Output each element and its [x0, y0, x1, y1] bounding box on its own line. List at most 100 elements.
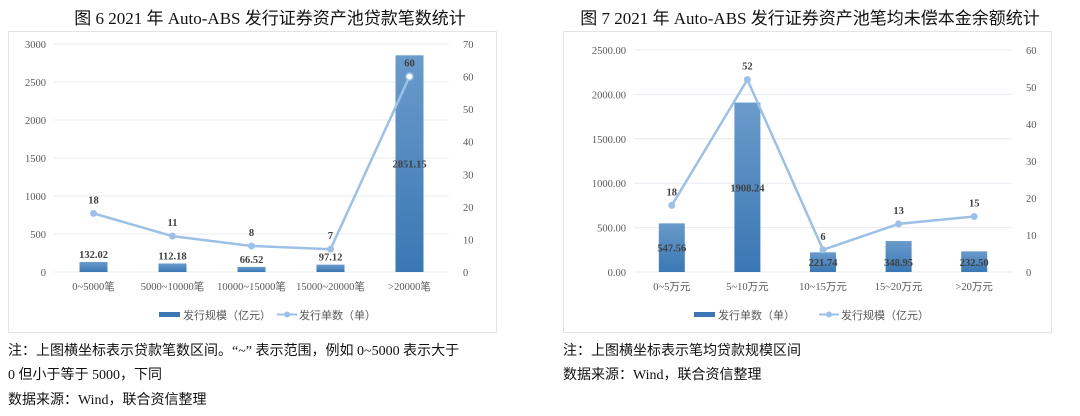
legend-line-label: 发行规模（亿元）: [841, 308, 929, 322]
right-axis-ticks: 0 10 20 30 40 50 60 70: [463, 40, 474, 279]
left-axis-tick-label: 1500.00: [592, 135, 626, 146]
figure-7-panel: 图 7 2021 年 Auto-ABS 发行证券资产池笔均未偿本金余额统计 0.…: [540, 0, 1080, 416]
bar-value-label: 221.74: [809, 258, 839, 269]
figure-6-chart-frame: 0 500 1000 1500 2000 2500 3000 0 10 20 30 40 50 60 70…: [8, 31, 497, 333]
bar: [316, 264, 345, 272]
right-axis-tick-label: 20: [1026, 194, 1037, 205]
category-label: >20万元: [955, 282, 993, 293]
left-axis-ticks: 0.00 500.00 1000.00 1500.00 2000.00 2500.00: [592, 46, 626, 279]
bars: 547.56 1908.24 221.74 348.95 232.50: [657, 102, 989, 273]
left-axis-tick-label: 500: [30, 230, 46, 241]
category-label: 15~20万元: [875, 282, 923, 293]
bar-value-label: 132.02: [79, 250, 108, 261]
right-axis-tick-label: 30: [463, 170, 474, 181]
legend-line-label: 发行单数（单）: [299, 308, 376, 322]
right-axis-tick-label: 60: [1026, 46, 1037, 57]
bar: [810, 252, 836, 272]
line-value-label: 6: [820, 232, 825, 243]
left-axis-tick-label: 500.00: [597, 224, 626, 235]
line-marker: [327, 245, 334, 253]
figure-6-note-1: 注：上图横坐标表示贷款笔数区间。“~” 表示范围，例如 0~5000 表示大于: [8, 344, 460, 359]
line-marker: [970, 213, 978, 220]
legend-line-marker-icon: [826, 311, 832, 318]
figure-7-note-1: 注：上图横坐标表示笔均贷款规模区间: [563, 344, 801, 359]
line-path: [670, 76, 975, 252]
bar-value-label: 97.12: [319, 253, 343, 264]
bar-value-label: 2851.15: [392, 160, 426, 171]
left-axis-tick-label: 2000: [25, 116, 46, 127]
right-axis-tick-label: 40: [463, 138, 474, 149]
bar: [237, 266, 266, 272]
line-marker: [90, 209, 97, 217]
line-value-label: 18: [88, 195, 99, 206]
category-label: 10~15万元: [799, 282, 847, 293]
left-axis-tick-label: 2500.00: [592, 46, 626, 57]
line-marker: [248, 242, 255, 250]
category-labels: 0~5000笔 5000~10000笔 10000~15000笔 15000~2000…: [72, 280, 431, 293]
right-axis-tick-label: 60: [463, 73, 474, 84]
left-axis-tick-label: 0: [41, 268, 46, 279]
right-axis-tick-label: 0: [463, 268, 468, 279]
right-axis-tick-label: 30: [1026, 157, 1037, 168]
right-axis-tick-label: 10: [1026, 231, 1037, 242]
figure-7-chart-frame: 0.00 500.00 1000.00 1500.00 2000.00 2500.00 0…: [563, 31, 1052, 333]
left-axis-tick-label: 1000: [25, 192, 46, 203]
right-axis-tick-label: 20: [463, 203, 474, 214]
right-axis-tick-label: 0: [1026, 268, 1031, 279]
right-axis-tick-label: 10: [463, 235, 474, 246]
bar-value-label: 112.18: [158, 251, 186, 262]
legend: 发行规模（亿元） 发行单数（单）: [159, 308, 376, 322]
grid-lines: [634, 49, 1012, 273]
bar-value-label: 348.95: [884, 258, 913, 269]
bars: 132.02 112.18 66.52 97.12 2851.15: [79, 55, 427, 273]
figure-6-note-2: 0 但小于等于 5000，下同: [8, 368, 162, 383]
bar: [885, 241, 912, 272]
category-label: >20000笔: [388, 280, 431, 293]
figure-7-title: 图 7 2021 年 Auto-ABS 发行证券资产池笔均未偿本金余额统计: [580, 9, 1040, 28]
category-label: 0~5万元: [653, 282, 691, 293]
figure-6-title: 图 6 2021 年 Auto-ABS 发行证券资产池贷款笔数统计: [74, 9, 466, 28]
category-label: 0~5000笔: [72, 280, 114, 293]
bar-value-label: 1908.24: [730, 183, 765, 194]
bar: [79, 261, 108, 272]
figure-6-panel: 图 6 2021 年 Auto-ABS 发行证券资产池贷款笔数统计 0 500 10…: [8, 9, 497, 408]
figure-7-source: 数据来源：Wind，联合资信整理: [563, 368, 762, 383]
bar: [734, 102, 761, 273]
legend-bar-label: 发行单数（单）: [718, 308, 795, 322]
legend: 发行单数（单） 发行规模（亿元）: [694, 308, 929, 322]
line-marker: [169, 232, 176, 240]
legend-bar-swatch: [694, 312, 715, 317]
legend-bar-swatch: [159, 312, 180, 317]
line-value-label: 52: [742, 62, 753, 73]
bar-value-label: 547.56: [657, 244, 686, 255]
line-marker: [405, 72, 414, 81]
legend-line-marker-icon: [284, 311, 290, 318]
right-axis-tick-label: 50: [1026, 83, 1037, 94]
category-labels: 0~5万元 5~10万元 10~15万元 15~20万元 >20万元: [653, 282, 993, 293]
right-axis-tick-label: 70: [463, 40, 474, 51]
line-value-label: 15: [969, 199, 980, 210]
bar: [395, 55, 424, 273]
line-value-label: 7: [328, 231, 333, 242]
bar: [658, 223, 685, 272]
bar-value-label: 66.52: [240, 255, 264, 266]
left-axis-tick-label: 2500: [25, 78, 46, 89]
left-axis-ticks: 0 500 1000 1500 2000 2500 3000: [25, 40, 46, 279]
line-value-label: 13: [893, 206, 904, 217]
category-label: 10000~15000笔: [217, 280, 286, 293]
line-value-label: 11: [168, 218, 178, 229]
line-marker: [819, 246, 827, 254]
line-value-label: 18: [667, 187, 678, 198]
line-marker: [668, 201, 676, 209]
left-axis-tick-label: 2000.00: [592, 90, 626, 101]
line-value-label: 60: [404, 59, 415, 70]
left-axis-tick-label: 0.00: [608, 268, 626, 279]
bar: [961, 251, 988, 272]
line-marker: [743, 76, 751, 84]
bar: [158, 263, 187, 272]
right-axis-ticks: 0 10 20 30 40 50 60: [1026, 46, 1037, 279]
line-value-label: 8: [249, 228, 254, 239]
figure-6-source: 数据来源：Wind，联合资信整理: [8, 393, 207, 408]
figure-7-chart: 0.00 500.00 1000.00 1500.00 2000.00 2500.00 0…: [592, 46, 1037, 322]
left-axis-tick-label: 1000.00: [592, 179, 626, 190]
